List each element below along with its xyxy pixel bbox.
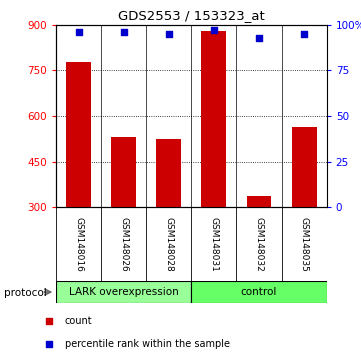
Bar bbox=[201, 32, 226, 207]
Point bbox=[211, 27, 217, 33]
Point bbox=[166, 31, 172, 37]
Text: protocol: protocol bbox=[4, 288, 46, 298]
Point bbox=[256, 35, 262, 40]
Bar bbox=[111, 137, 136, 207]
Title: GDS2553 / 153323_at: GDS2553 / 153323_at bbox=[118, 9, 265, 22]
Bar bbox=[56, 281, 191, 303]
Bar bbox=[247, 196, 271, 207]
Text: GSM148035: GSM148035 bbox=[300, 217, 309, 272]
Bar bbox=[156, 139, 181, 207]
Bar bbox=[66, 62, 91, 207]
Text: GSM148032: GSM148032 bbox=[255, 217, 264, 272]
Point bbox=[76, 29, 82, 35]
Text: LARK overexpression: LARK overexpression bbox=[69, 287, 179, 297]
Text: GSM148016: GSM148016 bbox=[74, 217, 83, 272]
Text: GSM148028: GSM148028 bbox=[164, 217, 173, 272]
Bar bbox=[292, 127, 317, 207]
Point bbox=[46, 341, 52, 347]
Point bbox=[121, 29, 126, 35]
Point bbox=[46, 318, 52, 324]
Point bbox=[301, 31, 307, 37]
Text: GSM148026: GSM148026 bbox=[119, 217, 128, 272]
Text: percentile rank within the sample: percentile rank within the sample bbox=[65, 339, 230, 349]
Bar bbox=[191, 281, 327, 303]
Text: GSM148031: GSM148031 bbox=[209, 217, 218, 272]
Text: control: control bbox=[241, 287, 277, 297]
Text: count: count bbox=[65, 316, 92, 326]
